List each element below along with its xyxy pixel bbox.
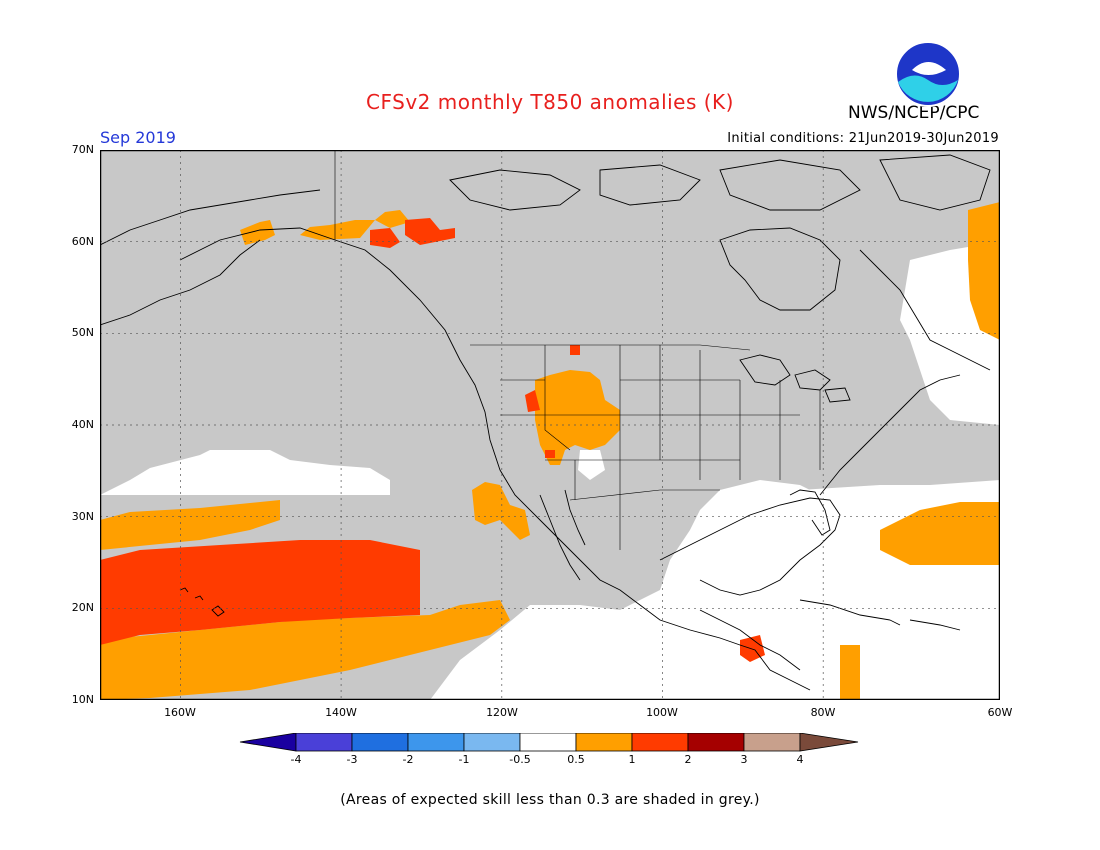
colorbar-label: -4 — [290, 753, 302, 766]
colorbar-bin — [407, 733, 465, 752]
lon-label: 60W — [987, 706, 1013, 719]
anomaly-map — [100, 150, 1000, 700]
lon-label: 100W — [646, 706, 678, 719]
colorbar-cap-low — [239, 733, 297, 752]
colorbar-label: 4 — [796, 753, 804, 766]
skill-note: (Areas of expected skill less than 0.3 a… — [340, 792, 760, 808]
agency-label: NWS/NCEP/CPC — [848, 103, 980, 123]
colorbar-label: -2 — [402, 753, 414, 766]
colorbar-label: -3 — [346, 753, 358, 766]
colorbar-label: 3 — [740, 753, 748, 766]
lat-label: 20N — [71, 601, 94, 614]
colorbar-cap-high — [799, 733, 859, 752]
chart-title: CFSv2 monthly T850 anomalies (K) — [366, 90, 734, 114]
colorbar-bin — [519, 733, 577, 752]
graticule — [100, 150, 1000, 700]
coastlines — [100, 154, 991, 691]
lat-label: 30N — [71, 510, 94, 523]
colorbar-label: 2 — [684, 753, 692, 766]
colorbar-bin — [743, 733, 801, 752]
colorbar-label: -1 — [458, 753, 470, 766]
colorbar-bin — [463, 733, 521, 752]
lon-label: 140W — [325, 706, 357, 719]
lat-label: 40N — [71, 418, 94, 431]
political-boundaries — [334, 150, 821, 550]
colorbar-label: 1 — [628, 753, 636, 766]
forecast-month: Sep 2019 — [100, 128, 176, 147]
colorbar-label: 0.5 — [567, 753, 585, 766]
lat-label: 70N — [71, 143, 94, 156]
lat-label: 10N — [71, 693, 94, 706]
lat-label: 50N — [71, 326, 94, 339]
colorbar-bin — [295, 733, 353, 752]
lon-label: 120W — [486, 706, 518, 719]
anomaly-0_5-1 — [100, 202, 1000, 700]
colorbar — [239, 733, 859, 752]
colorbar-bin — [687, 733, 745, 752]
lon-label: 160W — [164, 706, 196, 719]
initial-conditions: Initial conditions: 21Jun2019-30Jun2019 — [727, 131, 999, 146]
colorbar-bin — [575, 733, 633, 752]
colorbar-bin — [631, 733, 689, 752]
map-frame — [100, 150, 1000, 700]
colorbar-bin — [351, 733, 409, 752]
lon-label: 80W — [810, 706, 836, 719]
anomaly-1-2 — [100, 218, 765, 662]
colorbar-label: -0.5 — [509, 753, 531, 766]
noaa-logo-icon — [895, 41, 961, 107]
lat-label: 60N — [71, 235, 94, 248]
